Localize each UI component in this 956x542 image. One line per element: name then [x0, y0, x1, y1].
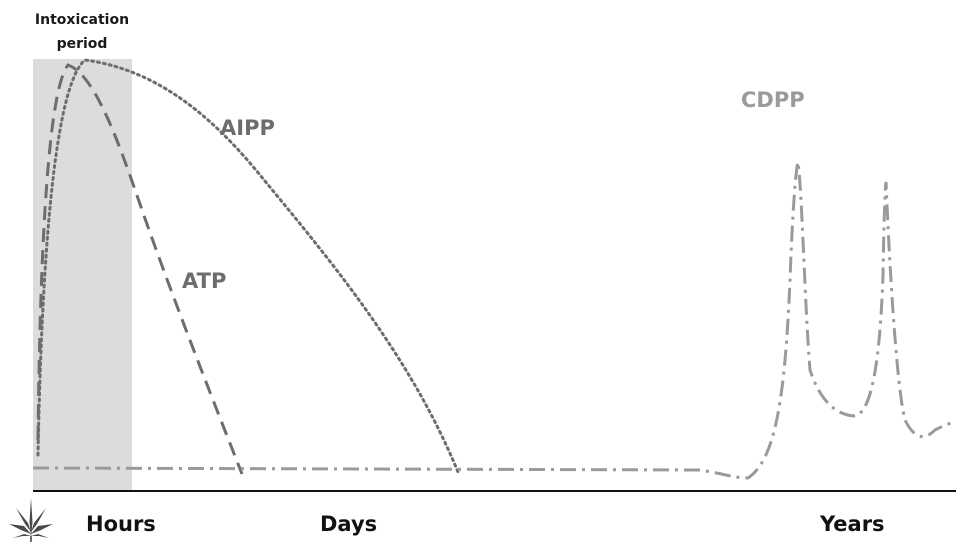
axis-label-years: Years — [819, 512, 885, 536]
atp-curve — [36, 63, 244, 475]
cannabis-leaf-icon — [9, 498, 53, 542]
axis-label-days: Days — [320, 512, 377, 536]
atp-label: ATP — [182, 269, 226, 293]
intoxication-period-label-line2: period — [57, 36, 108, 52]
intoxication-period-label-line1: Intoxication — [35, 12, 129, 28]
aipp-curve — [36, 58, 460, 474]
axis-label-hours: Hours — [86, 512, 156, 536]
cdpp-label: CDPP — [741, 88, 805, 112]
intoxication-period-band — [33, 59, 132, 491]
cdpp-curve — [32, 161, 956, 480]
aipp-label: AIPP — [220, 116, 275, 140]
